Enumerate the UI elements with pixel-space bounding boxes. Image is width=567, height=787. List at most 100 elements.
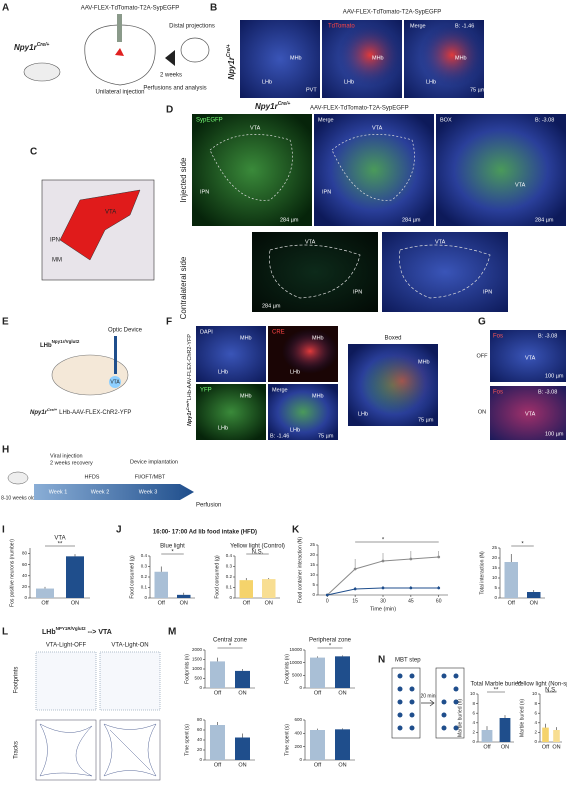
mouse-line: Npy1rCre/+ <box>14 42 49 52</box>
y-tick-label: 6 <box>534 710 537 715</box>
y-tick-label: 200 <box>294 744 302 749</box>
y-axis-label: Total interaction (N) <box>479 551 485 595</box>
y-tick-label: 40 <box>197 737 203 742</box>
panel-letter: H <box>2 445 9 456</box>
panel-letter: K <box>292 525 300 536</box>
marble <box>453 699 459 705</box>
y-tick-label: 15000 <box>289 647 302 652</box>
y-tick-label: 20 <box>197 747 203 752</box>
y-tick-label: 8 <box>472 701 475 706</box>
brain-icon <box>51 354 129 396</box>
y-tick-label: 5 <box>312 582 315 587</box>
channel: CRE <box>272 330 285 336</box>
region: VTA <box>105 210 116 216</box>
row-label: Contralateral side <box>179 256 188 319</box>
outline <box>209 134 293 201</box>
point <box>353 587 357 591</box>
y-tick-label: 2000 <box>192 647 203 652</box>
region: MHb <box>418 359 430 365</box>
annotation: ** <box>58 542 63 548</box>
x-tick-label: ON <box>238 690 246 696</box>
chart-title: Yellow light (Non-specific) <box>517 682 567 688</box>
y-axis-label: Food consumed (g) <box>129 555 135 599</box>
micrograph <box>240 20 320 98</box>
scale: 75 µm <box>418 417 434 423</box>
x-tick-label: Off <box>542 744 550 750</box>
arrow <box>165 50 175 66</box>
time: 20 min <box>420 693 435 699</box>
y-tick-label: 2 <box>472 730 475 735</box>
outline <box>331 134 415 201</box>
x-tick-label: 30 <box>380 598 386 604</box>
point <box>437 555 441 559</box>
y-tick-label: 0.4 <box>141 553 148 558</box>
analysis: Perfusions and analysis <box>143 86 206 92</box>
channel: YFP <box>200 388 212 394</box>
y-tick-label: 15 <box>310 562 316 567</box>
vta-region <box>59 189 141 261</box>
scale: 100 µm <box>545 373 564 379</box>
y-tick-label: 0 <box>494 595 497 600</box>
channel: Merge <box>410 23 426 29</box>
y-tick-label: 6 <box>472 710 475 715</box>
region: MHb <box>290 55 302 61</box>
y-tick-label: 15 <box>492 565 498 570</box>
scale: 284 µm <box>262 303 281 309</box>
channel: Merge <box>272 387 288 393</box>
y-axis-label: Marble buried (n) <box>457 699 463 737</box>
region: MHb <box>312 393 324 399</box>
region: LHb <box>358 411 368 417</box>
row-label: Injected side <box>179 157 188 202</box>
y-tick-label: 0.3 <box>226 564 233 569</box>
x-tick-label: Off <box>483 744 491 750</box>
y-tick-label: 0 <box>24 595 27 600</box>
mouse-line: Npy1rCre/+ <box>226 44 236 79</box>
bar <box>154 571 168 598</box>
point <box>325 593 329 597</box>
bar <box>481 730 493 742</box>
y-tick-label: 5 <box>494 585 497 590</box>
vta-site <box>109 376 121 388</box>
bar <box>335 656 350 688</box>
panel-letter: A <box>2 3 9 14</box>
text: --> VTA <box>88 629 112 636</box>
bar <box>239 580 253 598</box>
bar <box>36 588 54 598</box>
region: VTA <box>305 239 316 245</box>
y-axis-label: Footprints (n) <box>284 654 290 684</box>
y-tick-label: 0 <box>312 592 315 597</box>
bar <box>177 594 191 598</box>
injection-site <box>115 48 124 56</box>
text: LHb-AAV-FLEX-ChR2-YFP <box>59 410 131 416</box>
marble <box>441 673 447 679</box>
y-tick-label: 8 <box>534 701 537 706</box>
panel-n: N MBT step 20 min <box>378 655 465 739</box>
region: LHb <box>218 369 228 375</box>
y-tick-label: 10 <box>492 575 498 580</box>
panel-letter: E <box>2 317 9 328</box>
text: NPY1R/Vglut2 <box>56 626 87 631</box>
panel-letter: D <box>166 105 173 116</box>
y-tick-label: 0.3 <box>141 564 148 569</box>
micrograph-overlay <box>404 20 484 98</box>
y-axis-label: Time spent (s) <box>284 724 290 756</box>
y-tick-label: 60 <box>22 562 28 567</box>
x-tick-label: ON <box>338 762 346 768</box>
point <box>381 559 385 563</box>
y-tick-label: 0 <box>229 595 232 600</box>
y-tick-label: 0 <box>144 595 147 600</box>
text: Npy1r <box>255 102 279 111</box>
marble <box>409 725 415 731</box>
y-tick-label: 0 <box>299 685 302 690</box>
y-axis-label: Time spent (s) <box>184 724 190 756</box>
annotation: ** <box>494 688 499 694</box>
text: LHb-AAV-FLEX-ChR2-YFP <box>187 334 193 401</box>
marble <box>453 725 459 731</box>
text: Npy1r/Vglut2 <box>52 339 80 344</box>
y-tick-label: 20 <box>22 584 28 589</box>
track <box>39 723 93 777</box>
scale: 75 µm <box>318 433 334 439</box>
channel: SypEGFP <box>196 118 223 124</box>
marble <box>441 712 447 718</box>
bar <box>499 718 511 742</box>
